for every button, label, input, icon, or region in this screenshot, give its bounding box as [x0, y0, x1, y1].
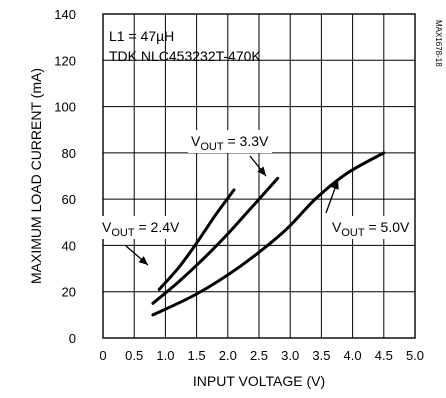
y-axis-label: MAXIMUM LOAD CURRENT (mA) [28, 68, 44, 284]
x-tick-label: 4.0 [344, 348, 362, 363]
series-label-value: = 3.3V [224, 133, 269, 149]
x-tick-label: 5.0 [406, 348, 424, 363]
data-series [151, 151, 386, 317]
series-label-background [188, 130, 272, 153]
x-tick-label: 0 [99, 348, 106, 363]
y-tick-label: 60 [62, 192, 76, 207]
x-tick-labels: 0 0.5 1.0 1.5 2.0 2.5 3.0 3.5 4.0 4.5 5.0 [99, 348, 424, 363]
vout-3-3v-curve [151, 176, 280, 305]
x-axis-label: INPUT VOLTAGE (V) [193, 373, 325, 389]
y-tick-label: 100 [54, 100, 76, 115]
x-tick-label: 2.5 [250, 348, 268, 363]
series-label-subscript: OUT [200, 141, 224, 153]
part-annotation: TDK NLC453232T-470K [109, 48, 261, 64]
figure-code: MAX1678-18 [434, 20, 443, 67]
series-pointer-arrowhead [331, 180, 339, 190]
x-tick-label: 1.0 [156, 348, 174, 363]
y-tick-label: 140 [54, 7, 76, 22]
series-label-background [99, 216, 183, 239]
series-label-value: = 5.0V [365, 219, 410, 235]
y-tick-label: 80 [62, 146, 76, 161]
vout-5-0v-label: VOUT = 5.0V [332, 219, 410, 239]
series-label-subscript: OUT [111, 227, 135, 239]
y-tick-label: 120 [54, 53, 76, 68]
x-tick-label: 3.0 [281, 348, 299, 363]
series-label-value: = 2.4V [135, 219, 180, 235]
series-label-background [329, 216, 413, 239]
y-tick-label: 20 [62, 285, 76, 300]
y-tick-label: 40 [62, 238, 76, 253]
y-tick-label: 0 [69, 331, 76, 346]
vout-2-4v-curve [157, 188, 236, 291]
inductor-annotation: L1 = 47µH [109, 28, 174, 44]
plot-frame [102, 13, 416, 339]
x-tick-label: 3.5 [312, 348, 330, 363]
series-label-prefix: V [332, 219, 342, 235]
x-tick-label: 2.0 [219, 348, 237, 363]
x-tick-label: 1.5 [188, 348, 206, 363]
y-tick-labels: 0 20 40 60 80 100 120 140 [54, 7, 76, 346]
series-pointer-arrowhead [257, 166, 266, 176]
x-tick-label: 0.5 [125, 348, 143, 363]
series-pointer-arrowhead [138, 256, 148, 265]
series-label-prefix: V [102, 219, 112, 235]
vout-3-3v-label: VOUT = 3.3V [191, 133, 269, 153]
vout-5-0v-curve [151, 151, 386, 317]
series-label-subscript: OUT [341, 227, 365, 239]
series-label-prefix: V [191, 133, 201, 149]
x-tick-label: 4.5 [375, 348, 393, 363]
vout-2-4v-label: VOUT = 2.4V [102, 219, 180, 239]
